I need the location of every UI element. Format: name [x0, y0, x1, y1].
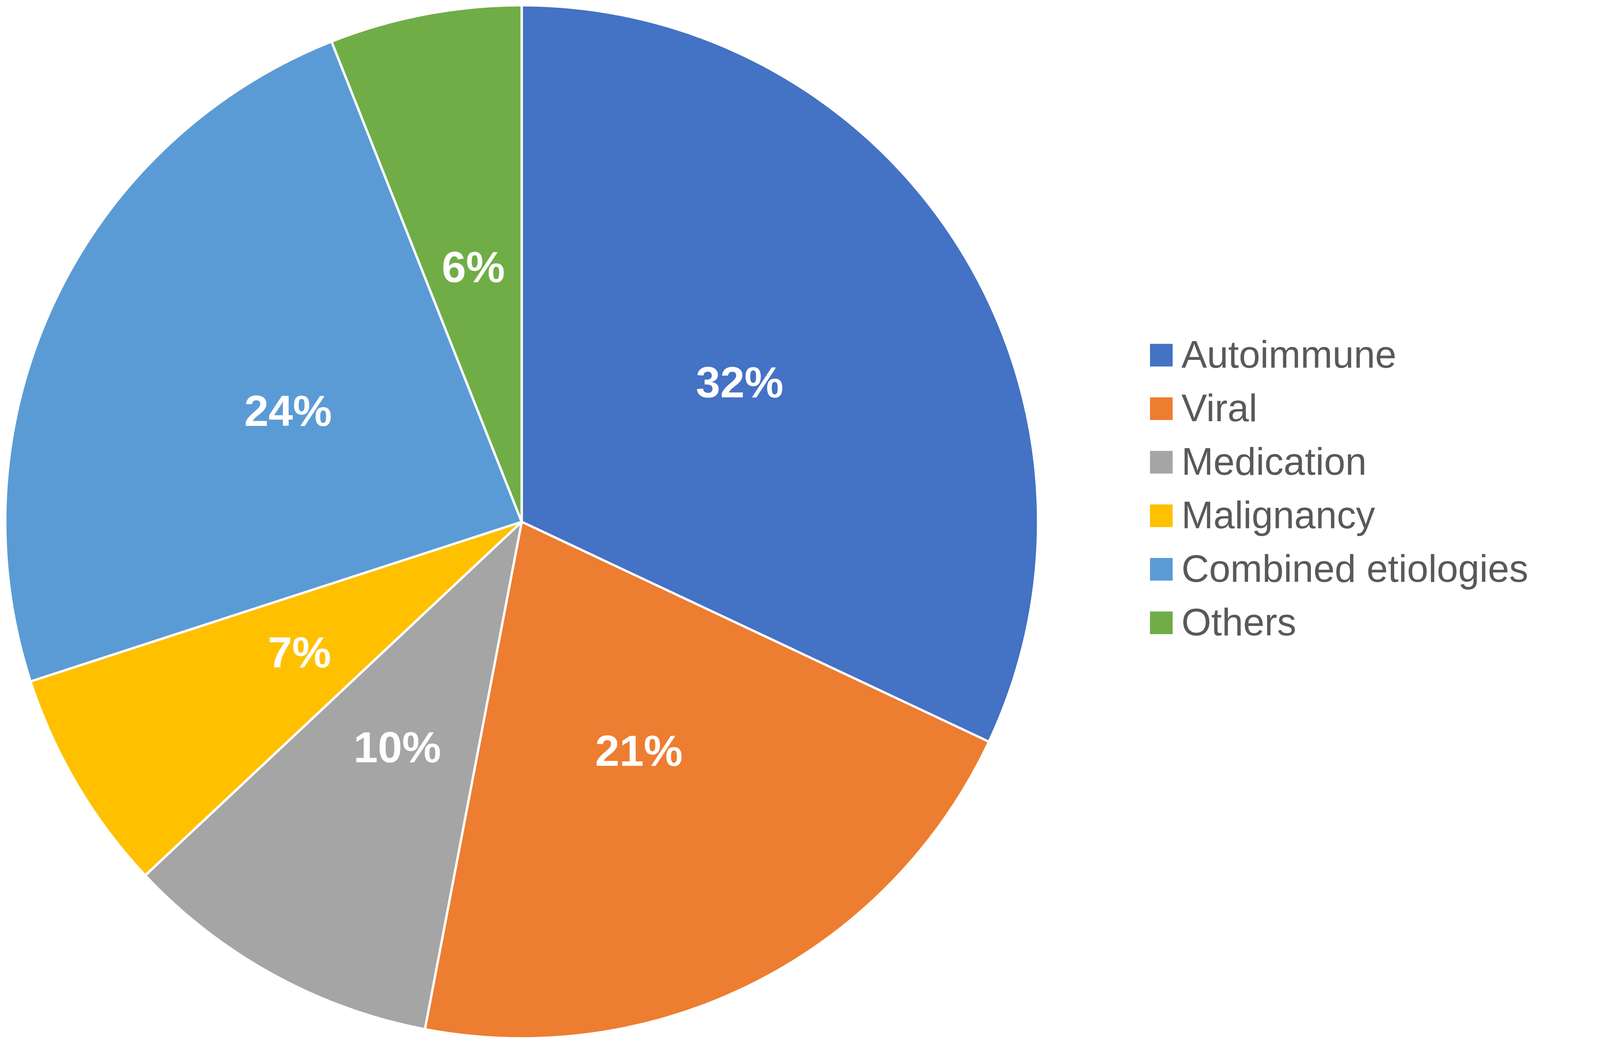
svg-text:24%: 24%	[244, 386, 332, 436]
svg-text:7%: 7%	[267, 627, 332, 677]
svg-text:6%: 6%	[441, 242, 506, 292]
svg-text:Others: Others	[1181, 600, 1297, 644]
svg-text:Malignancy: Malignancy	[1181, 493, 1376, 537]
svg-text:10%: 10%	[353, 722, 442, 772]
svg-text:Combined etiologies: Combined etiologies	[1181, 546, 1529, 590]
svg-text:21%: 21%	[595, 726, 683, 775]
svg-text:Autoimmune: Autoimmune	[1181, 332, 1397, 376]
svg-text:Medication: Medication	[1181, 439, 1367, 483]
svg-text:Viral: Viral	[1181, 386, 1258, 430]
svg-text:32%: 32%	[696, 357, 784, 407]
